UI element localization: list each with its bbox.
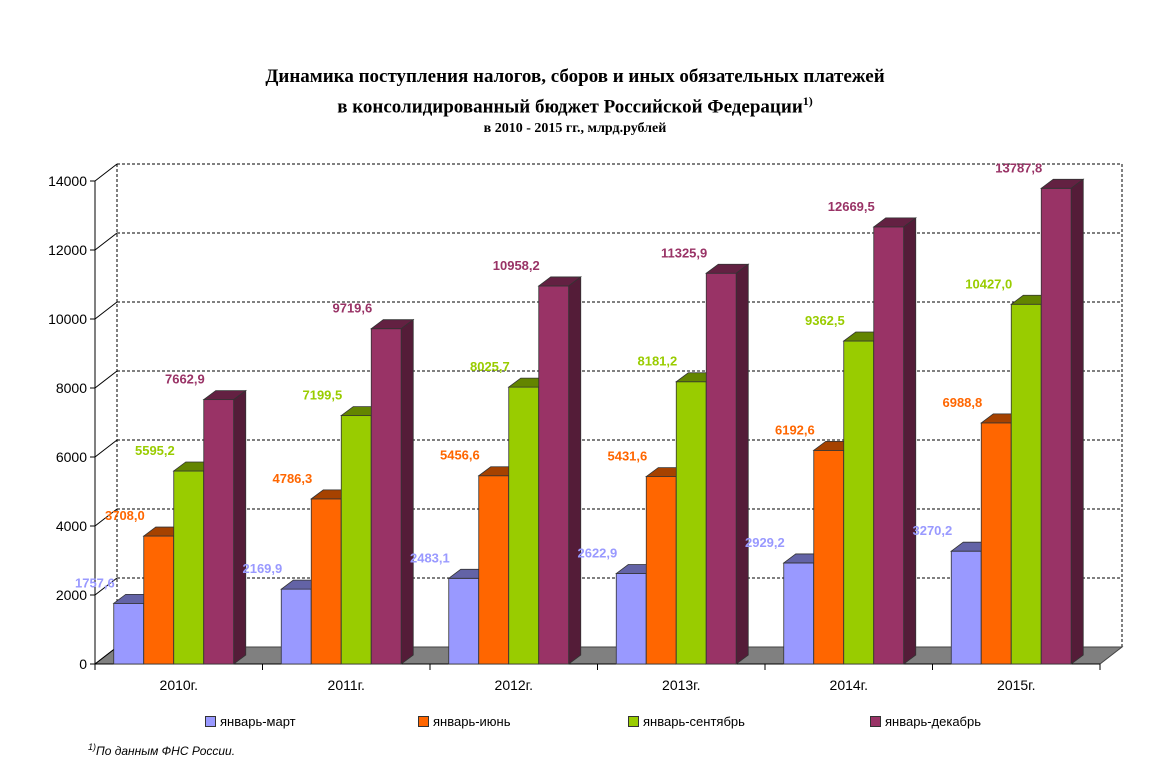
x-tick-label: 2011г. [328, 677, 365, 693]
data-label: 2169,9 [242, 561, 282, 576]
legend-item: январь-декабрь [870, 714, 981, 729]
bar [980, 422, 1012, 665]
y-tick-label: 4000 [56, 518, 87, 534]
bar [615, 573, 647, 665]
data-label: 10427,0 [965, 276, 1012, 291]
bar [448, 577, 480, 665]
data-label: 11325,9 [661, 245, 707, 260]
data-label: 5595,2 [135, 443, 175, 458]
y-tick-label: 10000 [48, 311, 87, 327]
x-tick-label: 2012г. [495, 677, 533, 693]
legend-swatch [205, 716, 216, 727]
bar [370, 328, 402, 665]
legend-swatch [418, 716, 429, 727]
y-tick-label: 12000 [48, 242, 87, 258]
side-wall-line [94, 439, 118, 458]
legend-item: январь-сентябрь [628, 714, 745, 729]
data-label: 3708,0 [105, 508, 145, 523]
footnote: 1)По данным ФНС России. [88, 742, 235, 758]
data-label: 10958,2 [493, 258, 540, 273]
y-tick-label: 8000 [56, 380, 87, 396]
side-wall-line [94, 163, 118, 182]
data-label: 13787,8 [995, 160, 1042, 175]
bar [538, 285, 570, 665]
side-wall-line [94, 577, 118, 596]
bar [143, 535, 175, 665]
side-wall-line [94, 370, 118, 389]
legend-label: январь-июнь [433, 714, 511, 729]
data-label: 9719,6 [332, 301, 372, 316]
bar [950, 550, 982, 665]
y-tick-label: 2000 [56, 587, 87, 603]
bar [843, 340, 875, 665]
side-wall-line [94, 232, 118, 251]
data-label: 2622,9 [577, 546, 617, 561]
legend-label: январь-сентябрь [643, 714, 745, 729]
legend-swatch [870, 716, 881, 727]
legend-item: январь-июнь [418, 714, 511, 729]
side-wall-line [94, 646, 118, 665]
bar [340, 415, 372, 665]
bar-side [400, 318, 414, 665]
footnote-text: По данным ФНС России. [96, 744, 236, 758]
bar [113, 602, 145, 665]
x-tick-label: 2014г. [830, 677, 868, 693]
data-label: 12669,5 [828, 199, 875, 214]
bar-side [1070, 178, 1084, 665]
data-label: 6192,6 [775, 422, 815, 437]
bar [705, 272, 737, 665]
side-wall-line [94, 301, 118, 320]
bar [478, 475, 510, 665]
y-tick-label: 6000 [56, 449, 87, 465]
bar [813, 449, 845, 665]
bar [675, 381, 707, 665]
bar-side [568, 276, 582, 665]
data-label: 5456,6 [440, 448, 480, 463]
data-label: 8025,7 [470, 359, 510, 374]
data-label: 2929,2 [745, 535, 785, 550]
bar [173, 470, 205, 665]
title-footnote-mark: 1) [802, 94, 813, 108]
data-label: 1757,6 [75, 575, 115, 590]
bar [783, 562, 815, 665]
side-wall-line [94, 508, 118, 527]
y-tick-label: 0 [79, 656, 87, 672]
bar-side [735, 263, 749, 665]
x-tick-label: 2013г. [662, 677, 700, 693]
x-tick-label: 2010г. [160, 677, 198, 693]
bar [645, 476, 677, 665]
legend-swatch [628, 716, 639, 727]
chart-title-line2: в консолидированный бюджет Российской Фе… [0, 94, 1150, 118]
data-label: 5431,6 [607, 449, 647, 464]
bar [1010, 303, 1042, 665]
chart-title-line1: Динамика поступления налогов, сборов и и… [265, 66, 885, 87]
data-label: 6988,8 [942, 395, 982, 410]
data-label: 3270,2 [912, 523, 952, 538]
bar [1040, 187, 1072, 665]
bar [508, 386, 540, 665]
footnote-mark: 1) [88, 742, 97, 752]
bar-side [233, 389, 247, 665]
x-tick-label: 2015г. [997, 677, 1035, 693]
data-label: 4786,3 [272, 471, 312, 486]
y-tick-label: 14000 [48, 173, 87, 189]
data-label: 8181,2 [637, 354, 677, 369]
bar-side [903, 217, 917, 665]
legend-label: январь-март [220, 714, 296, 729]
bar [280, 588, 312, 665]
bar [310, 498, 342, 665]
chart-subtitle: в 2010 - 2015 гг., млрд.рублей [483, 121, 667, 136]
legend-label: январь-декабрь [885, 714, 982, 729]
data-label: 7199,5 [302, 388, 342, 403]
bar [873, 226, 905, 665]
data-label: 9362,5 [805, 313, 845, 328]
data-label: 7662,9 [165, 372, 205, 387]
bar [203, 399, 235, 665]
chart-title-line2-text: в консолидированный бюджет Российской Фе… [337, 96, 803, 118]
legend-item: январь-март [205, 714, 296, 729]
data-label: 2483,1 [410, 550, 450, 565]
